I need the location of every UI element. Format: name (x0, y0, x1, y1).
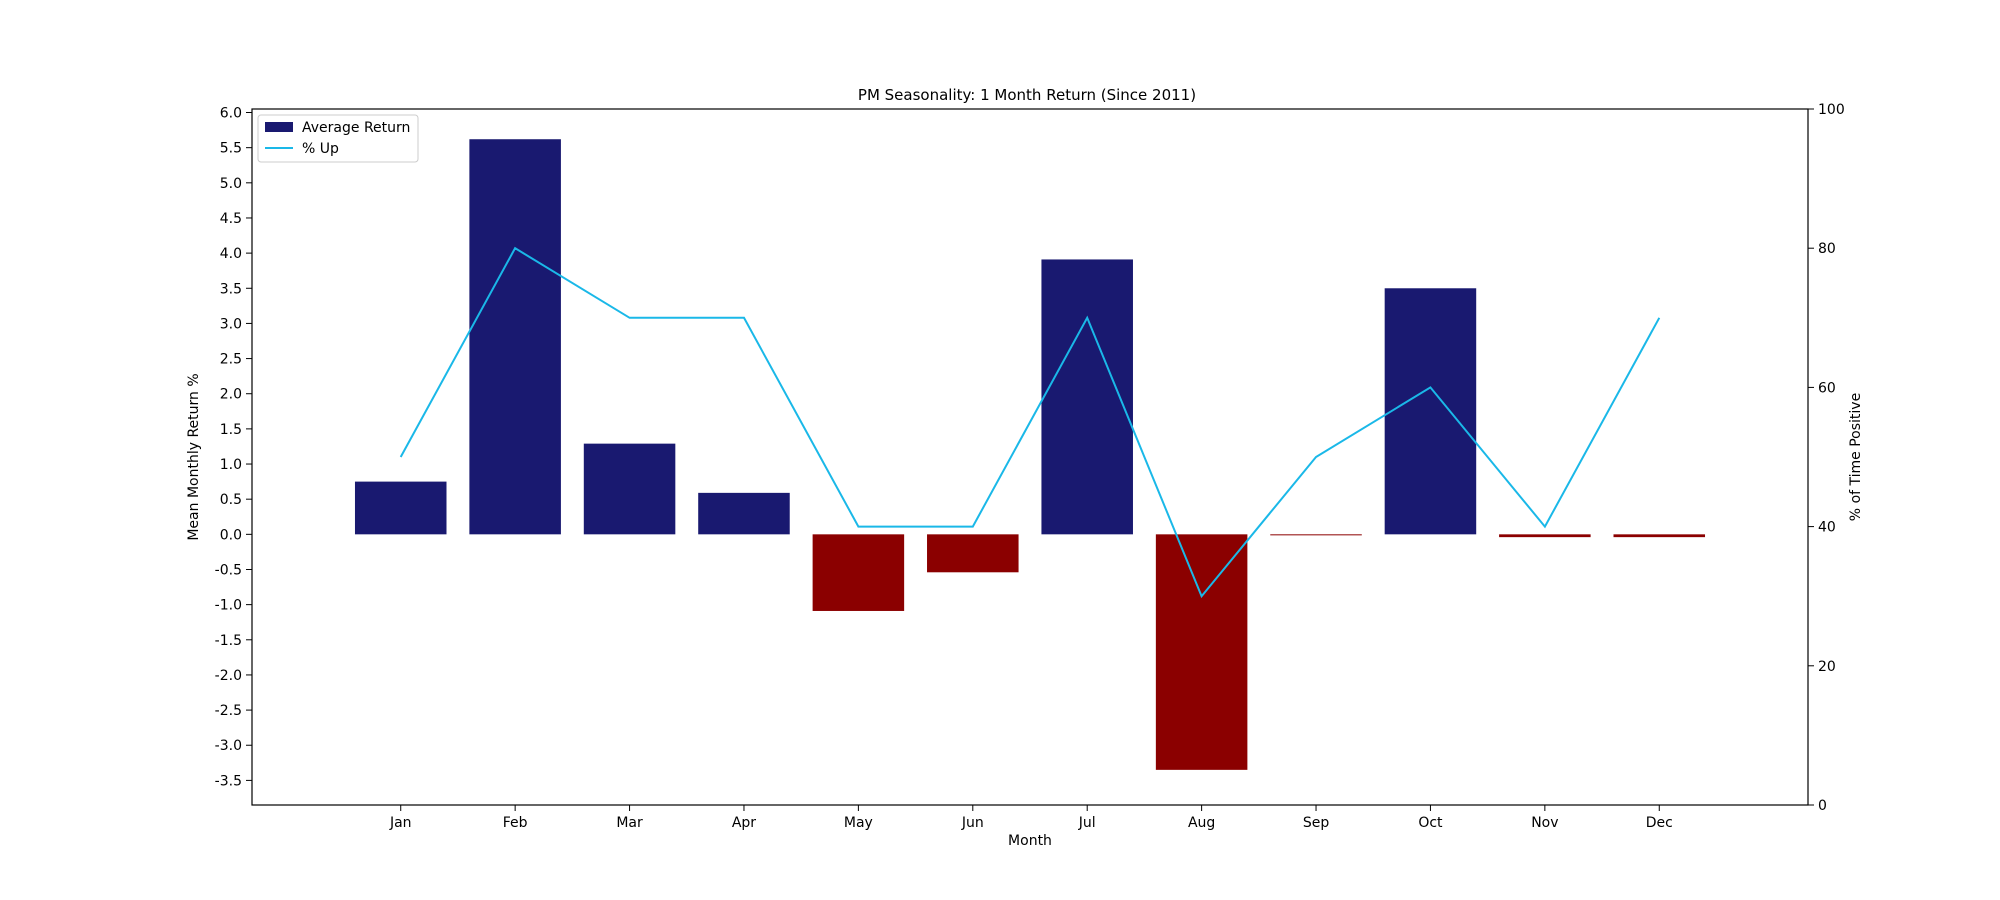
bar-mar (583, 443, 676, 535)
left-tick-label: 1.0 (220, 457, 242, 473)
x-tick-label: Jul (1078, 815, 1096, 831)
left-tick-label: -2.5 (215, 703, 242, 719)
x-tick-label: Mar (616, 815, 643, 831)
x-tick-label: Feb (503, 815, 528, 831)
legend: Average Return % Up (257, 114, 419, 163)
left-tick-label: 4.5 (220, 211, 242, 227)
left-tick-label: 4.0 (220, 246, 242, 262)
right-tick-label: 60 (1818, 380, 1836, 396)
bar-apr (698, 492, 790, 535)
y-axis-label: Mean Monthly Return % (186, 373, 202, 540)
bar-feb (469, 139, 561, 535)
bar-jan (354, 481, 447, 535)
left-tick-label: 1.5 (220, 422, 242, 438)
left-tick-label: -3.0 (215, 738, 242, 754)
left-tick-label: -2.0 (215, 668, 242, 684)
x-tick-label: Apr (732, 815, 756, 831)
left-tick-label: -1.0 (215, 598, 242, 614)
legend-label-percent-up: % Up (302, 141, 339, 157)
plot-frame (251, 108, 1809, 806)
bar-oct (1384, 288, 1477, 535)
bar-jul (1041, 259, 1133, 535)
left-axis-ticks: 6.0 5.5 5.0 4.5 4.0 3.5 3.0 2.5 2.0 1.5 1.0 0.5 0.0 -… (215, 106, 252, 789)
x-tick-label: Dec (1646, 815, 1673, 831)
line-layer (399, 246, 1661, 599)
left-tick-label: 3.0 (220, 316, 242, 332)
left-tick-label: 0.5 (220, 492, 242, 508)
legend-box (257, 114, 419, 163)
x-tick-label: Aug (1188, 815, 1215, 831)
left-tick-label: 0.0 (220, 527, 242, 543)
left-tick-label: 2.0 (220, 387, 242, 403)
bar-sep (1270, 534, 1362, 536)
x-axis-ticks: Jan Feb Mar Apr May Jun Jul Aug Sep Oct Nov Dec (389, 805, 1673, 831)
bar-dec (1613, 534, 1706, 538)
y2-axis-label: % of Time Positive (1848, 393, 1864, 521)
left-tick-label: -3.5 (215, 773, 242, 789)
right-tick-label: 0 (1818, 798, 1827, 814)
left-tick-label: 2.5 (220, 352, 242, 368)
legend-label-average-return: Average Return (302, 120, 410, 136)
x-tick-label: Oct (1418, 815, 1443, 831)
right-axis-ticks: 0 20 40 60 80 100 (1808, 102, 1845, 814)
x-tick-label: May (844, 815, 873, 831)
bar-may (812, 534, 905, 611)
right-tick-label: 20 (1818, 659, 1836, 675)
left-tick-label: 3.5 (220, 281, 242, 297)
bar-jun (927, 534, 1019, 573)
right-tick-label: 100 (1818, 102, 1845, 118)
right-tick-label: 80 (1818, 241, 1836, 257)
legend-swatch-average-return (265, 122, 293, 132)
right-tick-label: 40 (1818, 520, 1836, 536)
bar-aug (1155, 534, 1248, 770)
bars (354, 139, 1706, 770)
left-tick-label: 5.5 (220, 141, 242, 157)
left-tick-label: -1.5 (215, 633, 242, 649)
left-tick-label: 5.0 (220, 176, 242, 192)
bar-nov (1499, 534, 1591, 538)
x-tick-label: Jan (389, 815, 412, 831)
x-tick-label: Jun (961, 815, 984, 831)
x-axis-label: Month (1008, 833, 1052, 849)
chart-title: PM Seasonality: 1 Month Return (Since 20… (858, 86, 1196, 104)
percent-up-line (399, 246, 1661, 599)
left-tick-label: 6.0 (220, 106, 242, 122)
x-tick-label: Sep (1303, 815, 1330, 831)
left-tick-label: -0.5 (215, 562, 242, 578)
x-tick-label: Nov (1531, 815, 1558, 831)
